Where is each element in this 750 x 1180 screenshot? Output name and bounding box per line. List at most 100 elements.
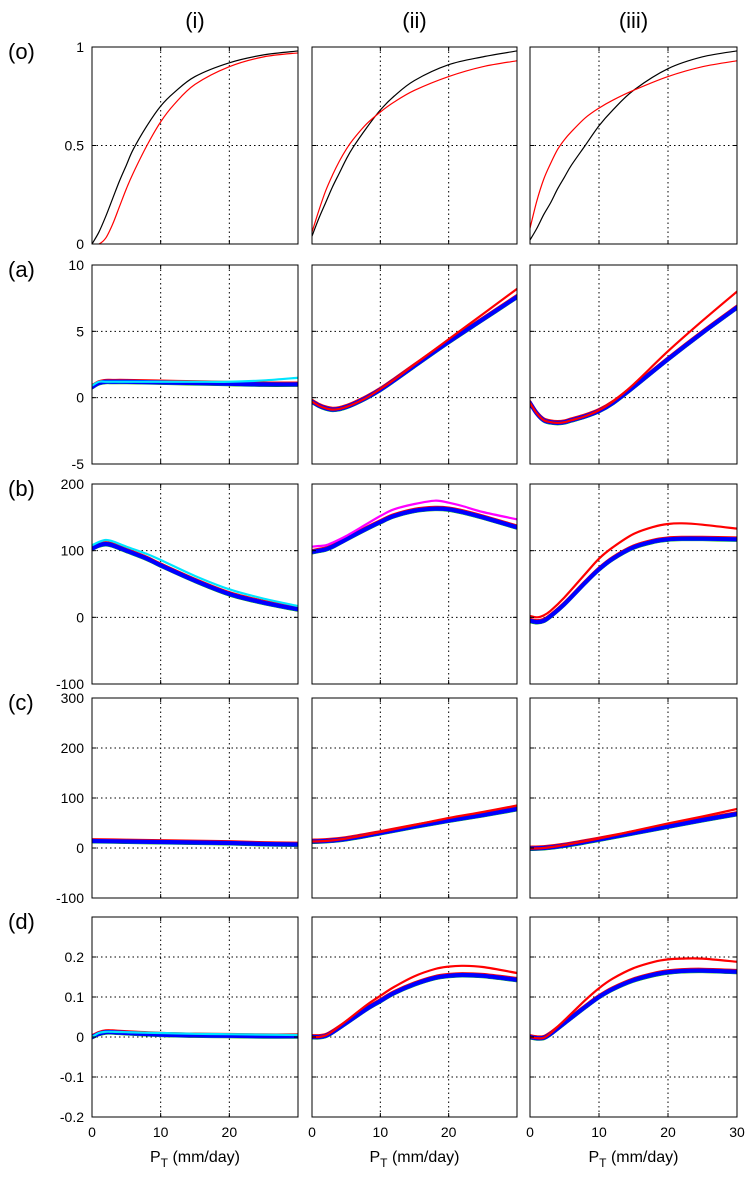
series-line-red — [530, 807, 737, 850]
axes-frame — [311, 46, 518, 245]
x-axis-label: PT (mm/day) — [588, 1149, 678, 1170]
y-tick-label: 0.1 — [65, 989, 85, 1005]
y-tick-label: 0 — [76, 609, 84, 625]
x-tick-label: 30 — [729, 1124, 745, 1140]
column-label: (iii) — [619, 8, 648, 33]
x-axis-label-main: P — [588, 1149, 599, 1166]
subplot-c-i: -100 0 100 200 300 — [56, 690, 299, 906]
row-label: (d) — [8, 909, 35, 934]
series-line-black — [312, 50, 517, 237]
series-line-ensemble-member — [312, 294, 517, 412]
y-tick-label: 100 — [61, 543, 85, 559]
series-line-ensemble-member — [530, 306, 737, 425]
series-group — [530, 522, 737, 625]
x-axis-label-units: (mm/day) — [388, 1149, 460, 1166]
y-tick-label: 100 — [61, 790, 85, 806]
x-axis-label-units: (mm/day) — [168, 1149, 240, 1166]
series-line-magenta — [312, 499, 517, 548]
x-tick-label: 0 — [88, 1124, 96, 1140]
subplot-d-ii: 0 10 20 PT (mm/day) — [308, 916, 518, 1170]
axes-frame — [529, 264, 738, 465]
x-axis-label-sub: T — [161, 1156, 169, 1170]
series-line-red — [312, 287, 517, 411]
x-tick-label: 10 — [373, 1124, 389, 1140]
subplot-o-i: 00.51 — [65, 39, 299, 252]
series-group — [312, 964, 517, 1040]
axes-frame — [311, 264, 518, 465]
y-tick-label: 300 — [61, 690, 85, 706]
series-group — [530, 290, 737, 426]
x-axis-label-main: P — [150, 1149, 161, 1166]
series-line-ensemble-member — [530, 305, 737, 424]
x-axis-label-sub: T — [599, 1156, 607, 1170]
series-line-cyan — [92, 538, 298, 608]
x-tick-label: 0 — [526, 1124, 534, 1140]
x-axis-label-sub: T — [380, 1156, 388, 1170]
series-group — [530, 807, 737, 851]
column-label: (i) — [185, 8, 205, 33]
subplot-a-iii — [529, 264, 738, 465]
subplot-o-ii — [311, 46, 518, 245]
series-line-ensemble-member — [530, 305, 737, 425]
axes-frame — [311, 483, 518, 685]
subplot-c-iii — [529, 697, 738, 899]
y-tick-label: 0.2 — [65, 949, 85, 965]
row-label: (o) — [8, 39, 35, 64]
subplot-d-iii: 0 10 20 30 PT (mm/day) — [526, 916, 745, 1170]
series-line-ensemble-member — [530, 304, 737, 423]
x-tick-label: 10 — [591, 1124, 607, 1140]
x-axis-label: PT (mm/day) — [150, 1149, 240, 1170]
series-group — [92, 50, 298, 244]
y-tick-label: -0.1 — [60, 1069, 84, 1085]
y-tick-label: 0.5 — [65, 138, 85, 154]
series-line-ensemble-member — [530, 307, 737, 426]
y-tick-label: 0 — [76, 390, 84, 406]
x-axis-label-units: (mm/day) — [607, 1149, 679, 1166]
axes-frame — [311, 697, 518, 899]
y-tick-label: -100 — [56, 676, 84, 692]
y-tick-label: 5 — [76, 323, 84, 339]
subplot-b-i: -100 0 100 200 — [56, 476, 299, 692]
series-group — [92, 1029, 298, 1040]
series-line-black — [530, 50, 737, 241]
series-group — [312, 499, 517, 555]
series-line-ensemble-member — [312, 506, 517, 555]
series-line-red — [530, 60, 737, 229]
y-tick-label: -0.2 — [60, 1109, 84, 1125]
series-line-red — [530, 957, 737, 1040]
y-tick-label: 0 — [76, 236, 84, 252]
y-tick-label: -100 — [56, 890, 84, 906]
y-tick-label: 200 — [61, 476, 85, 492]
subplot-b-ii — [311, 483, 518, 685]
row-label: (b) — [8, 476, 35, 501]
axes-frame — [91, 483, 299, 685]
series-line-ensemble-member — [312, 972, 517, 1040]
series-line-red — [530, 290, 737, 424]
series-group — [530, 957, 737, 1041]
x-axis-label-main: P — [369, 1149, 380, 1166]
series-group — [92, 376, 298, 390]
series-line-red — [312, 964, 517, 1039]
series-group — [312, 287, 517, 413]
series-group — [530, 50, 737, 241]
series-group — [312, 804, 517, 844]
series-group — [92, 538, 298, 612]
series-line-ensemble-member — [92, 541, 298, 612]
subplot-c-ii — [311, 697, 518, 899]
column-label: (ii) — [402, 8, 426, 33]
subplot-a-i: -5 0 5 10 — [68, 257, 299, 472]
row-label: (c) — [8, 690, 34, 715]
y-tick-label: 1 — [76, 39, 84, 55]
series-line-red — [530, 522, 737, 619]
series-line-red — [312, 804, 517, 843]
axes-frame — [529, 483, 738, 685]
series-line-ensemble-member — [530, 538, 737, 625]
x-tick-label: 20 — [660, 1124, 676, 1140]
subplot-d-i: -0.2 -0.1 0 0.1 0.2 0 10 20 PT (mm/day) — [60, 916, 299, 1170]
y-tick-label: 0 — [76, 1029, 84, 1045]
x-axis-label: PT (mm/day) — [369, 1149, 459, 1170]
y-tick-label: -5 — [72, 456, 85, 472]
subplot-a-ii — [311, 264, 518, 465]
axes-frame — [91, 916, 299, 1118]
